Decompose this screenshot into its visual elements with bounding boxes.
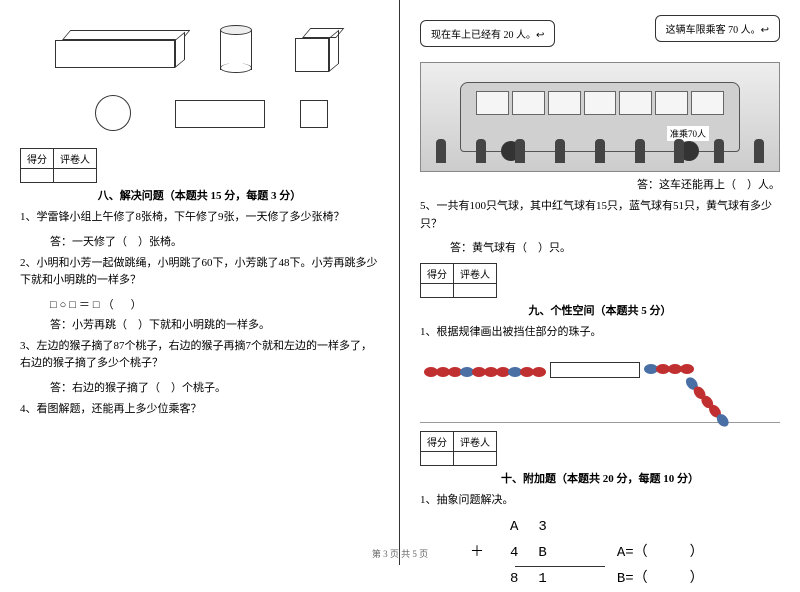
sum-1: 1 [538, 567, 546, 592]
question-2: 2、小明和小芳一起做跳绳，小明跳了60下，小芳跳了48下。小芳再跳多少下就和小明… [20, 255, 379, 290]
speech-bubbles: 现在车上已经有 20 人。↩ 这辆车限乘客 70 人。↩ [420, 15, 780, 60]
answer-5: 答：黄气球有（ ）只。 [420, 239, 780, 255]
circle-shape [95, 95, 131, 131]
page-footer: 第 3 页 共 5 页 [0, 547, 800, 560]
cuboid-shape [55, 30, 185, 68]
bubble-current: 现在车上已经有 20 人。↩ [420, 20, 555, 47]
score-table-8: 得分 评卷人 [20, 148, 97, 183]
question-9-1: 1、根据规律画出被挡住部分的珠子。 [420, 324, 780, 342]
score-label: 得分 [421, 264, 454, 284]
section-10-title: 十、附加题（本题共 20 分，每题 10 分） [420, 470, 780, 486]
answer-2: 答：小芳再跳（ ）下就和小明跳的一样多。 [20, 316, 379, 332]
question-5: 5、一共有100只气球，其中红气球有15只，蓝气球有51只，黄气球有多少只？ [420, 198, 780, 233]
question-4: 4、看图解题，还能再上多少位乘客？ [20, 401, 379, 419]
score-table-10: 得分 评卷人 [420, 431, 497, 466]
beads-diagram [420, 352, 780, 412]
shapes-diagram [20, 10, 379, 140]
addend-a: A [510, 515, 518, 540]
square-shape [300, 100, 328, 128]
rectangle-shape [175, 100, 265, 128]
grader-label: 评卷人 [454, 264, 497, 284]
answer-1: 答：一天修了（ ）张椅。 [20, 233, 379, 249]
cube-shape [295, 28, 339, 72]
grader-label: 评卷人 [54, 149, 97, 169]
answer-3: 答：右边的猴子摘了（ ）个桃子。 [20, 379, 379, 395]
sum-8: 8 [510, 567, 518, 592]
question-10-1: 1、抽象问题解决。 [420, 492, 780, 510]
beads-hidden-box [550, 362, 640, 378]
grader-label: 评卷人 [454, 431, 497, 451]
bus-illustration: 准乘70人 [420, 62, 780, 172]
score-table-9: 得分 评卷人 [420, 263, 497, 298]
answer-boxes: □○□＝□（ ） [20, 296, 379, 312]
bubble-limit: 这辆车限乘客 70 人。↩ [655, 15, 780, 42]
cylinder-shape [220, 25, 252, 73]
answer-4: 答：这车还能再上（ ）人。 [420, 176, 780, 192]
question-3: 3、左边的猴子摘了87个桃子，右边的猴子再摘7个就和左边的一样多了，右边的猴子摘… [20, 338, 379, 373]
score-label: 得分 [21, 149, 54, 169]
result-b: B=（ ） [617, 567, 704, 592]
section-8-title: 八、解决问题（本题共 15 分，每题 3 分） [20, 187, 379, 203]
section-9-title: 九、个性空间（本题共 5 分） [420, 302, 780, 318]
score-label: 得分 [421, 431, 454, 451]
addend-3: 3 [538, 515, 546, 540]
question-1: 1、学雷锋小组上午修了8张椅，下午修了9张，一天修了多少张椅？ [20, 209, 379, 227]
